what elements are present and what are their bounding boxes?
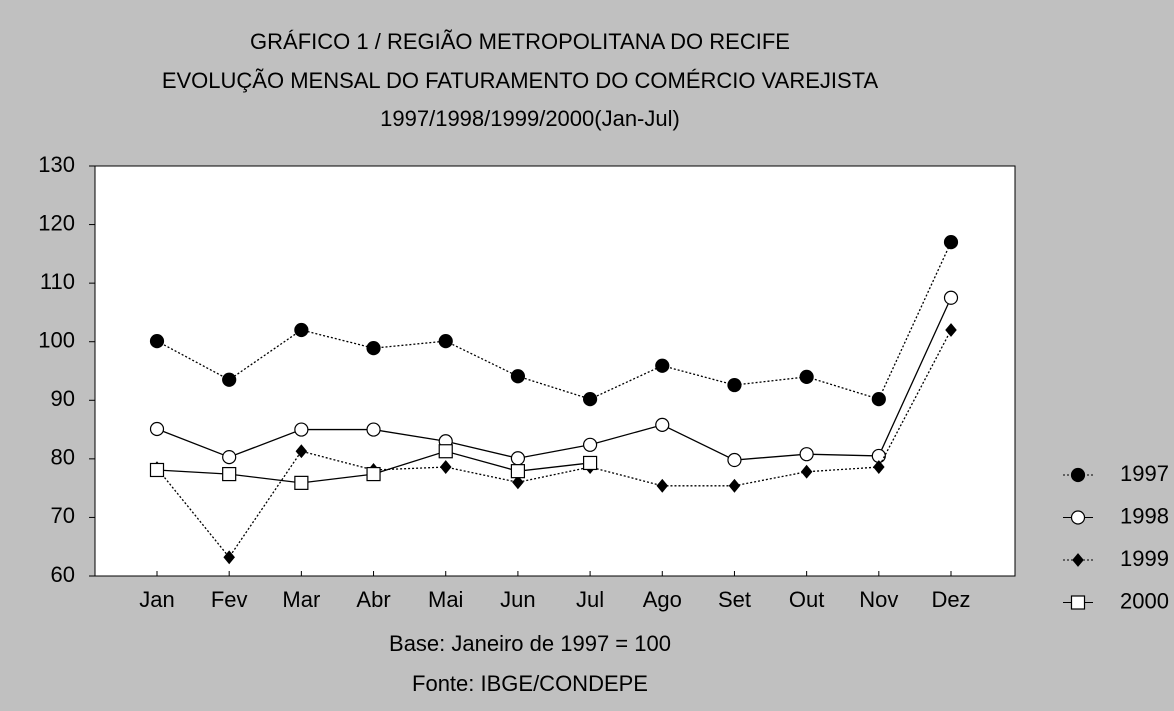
marker <box>871 392 886 407</box>
x-tick-label: Jan <box>139 587 174 612</box>
marker <box>512 475 524 490</box>
legend-label: 1999 <box>1120 546 1169 571</box>
x-tick-label: Fev <box>211 587 248 612</box>
legend-label: 1998 <box>1120 503 1169 528</box>
plot-area <box>94 165 1016 577</box>
marker <box>655 417 670 432</box>
marker <box>510 451 526 466</box>
marker <box>294 475 309 490</box>
series-line <box>156 241 952 400</box>
marker <box>799 447 814 462</box>
marker <box>366 422 381 437</box>
y-tick-label: 110 <box>40 269 75 294</box>
x-tick-label: Abr <box>356 587 390 612</box>
series-line <box>156 329 952 559</box>
marker <box>582 392 598 407</box>
marker <box>149 462 165 478</box>
marker <box>439 460 452 474</box>
y-tick-label: 60 <box>51 562 75 587</box>
x-tick-label: Set <box>718 587 751 612</box>
legend-marker <box>1070 467 1086 483</box>
marker <box>655 358 670 373</box>
marker <box>943 290 959 305</box>
marker <box>222 466 237 482</box>
marker <box>149 421 165 437</box>
marker <box>800 464 813 479</box>
marker <box>799 369 814 384</box>
base-note: Base: Janeiro de 1997 = 100 <box>389 631 671 656</box>
x-tick-label: Nov <box>859 587 898 612</box>
x-tick-label: Jun <box>500 587 535 612</box>
legend-marker <box>1070 595 1086 610</box>
series-line <box>156 297 952 461</box>
marker <box>727 377 742 393</box>
x-tick-label: Mai <box>428 587 463 612</box>
x-tick-label: Jul <box>576 587 604 612</box>
marker <box>582 455 598 471</box>
marker <box>728 478 741 493</box>
legend-marker <box>1072 553 1084 567</box>
x-tick-label: Out <box>789 587 824 612</box>
x-tick-label: Mar <box>282 587 320 612</box>
y-tick-label: 130 <box>38 152 75 177</box>
marker <box>510 464 526 479</box>
marker <box>223 550 235 565</box>
marker <box>294 422 309 437</box>
marker <box>656 478 669 493</box>
y-tick-label: 100 <box>38 328 75 353</box>
legend-label: 2000 <box>1120 588 1169 613</box>
marker <box>943 235 959 250</box>
legend-marker <box>1070 510 1086 525</box>
marker <box>366 341 381 356</box>
marker <box>582 437 598 452</box>
marker <box>222 372 237 387</box>
marker <box>295 444 308 459</box>
y-tick-label: 120 <box>38 210 75 235</box>
marker <box>945 323 957 337</box>
chart-period: 1997/1998/1999/2000(Jan-Jul) <box>380 106 680 131</box>
marker <box>727 452 742 468</box>
y-tick-label: 90 <box>51 386 75 411</box>
y-tick-label: 80 <box>51 445 75 470</box>
x-tick-label: Ago <box>643 587 682 612</box>
marker <box>149 334 165 349</box>
marker <box>294 322 309 338</box>
marker <box>222 450 237 465</box>
marker <box>438 334 453 349</box>
x-tick-label: Dez <box>931 587 970 612</box>
marker <box>873 460 885 474</box>
y-tick-label: 70 <box>51 503 75 528</box>
chart-title: GRÁFICO 1 / REGIÃO METROPOLITANA DO RECI… <box>250 29 790 54</box>
marker <box>366 466 381 482</box>
marker <box>510 369 526 384</box>
chart-subtitle: EVOLUÇÃO MENSAL DO FATURAMENTO DO COMÉRC… <box>162 68 879 93</box>
source-note: Fonte: IBGE/CONDEPE <box>412 671 648 696</box>
legend-label: 1997 <box>1120 461 1169 486</box>
marker <box>438 444 453 459</box>
